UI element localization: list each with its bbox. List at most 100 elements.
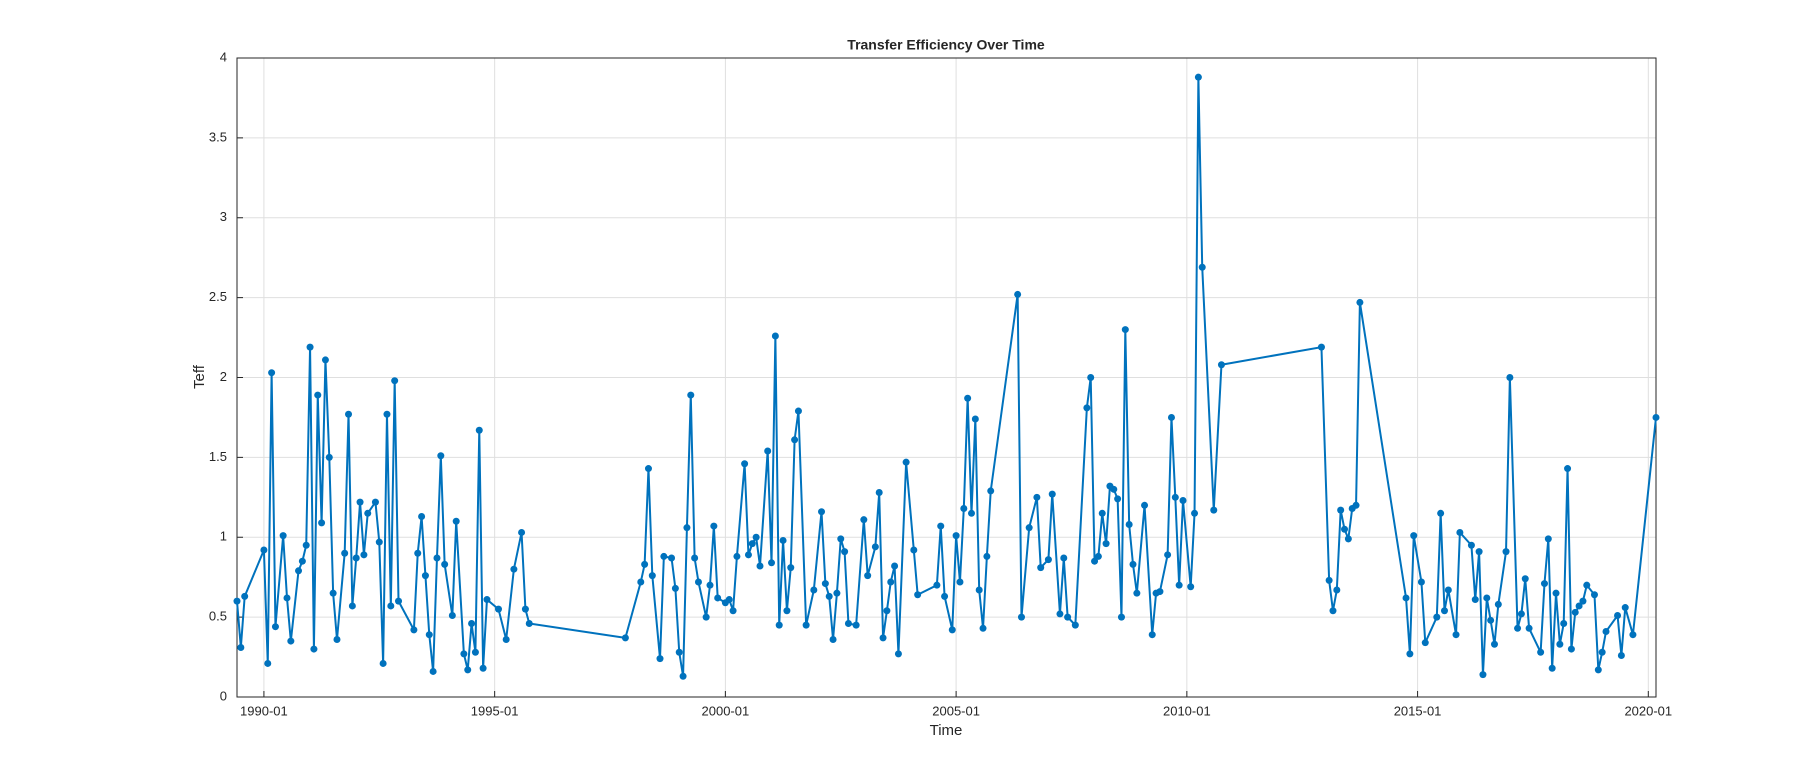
marker bbox=[894, 650, 902, 658]
marker bbox=[641, 560, 649, 568]
marker bbox=[1033, 493, 1041, 501]
marker bbox=[241, 592, 249, 600]
x-tick-label: 2015-01 bbox=[1394, 703, 1442, 718]
marker bbox=[1148, 631, 1156, 639]
marker bbox=[1356, 298, 1364, 306]
marker bbox=[283, 594, 291, 602]
marker bbox=[1552, 589, 1560, 597]
marker bbox=[460, 650, 468, 658]
marker bbox=[1406, 650, 1414, 658]
marker bbox=[1129, 560, 1137, 568]
marker bbox=[1141, 501, 1149, 509]
marker bbox=[952, 532, 960, 540]
marker bbox=[1194, 73, 1202, 81]
marker bbox=[1514, 624, 1522, 632]
marker bbox=[1191, 509, 1199, 517]
marker bbox=[764, 447, 772, 455]
marker bbox=[314, 391, 322, 399]
marker bbox=[825, 592, 833, 600]
y-tick-label: 1 bbox=[220, 529, 227, 544]
marker bbox=[1579, 597, 1587, 605]
marker bbox=[1421, 639, 1429, 647]
marker bbox=[810, 586, 818, 594]
marker bbox=[779, 536, 787, 544]
marker bbox=[279, 532, 287, 540]
marker bbox=[729, 607, 737, 615]
marker bbox=[864, 572, 872, 580]
marker bbox=[525, 620, 533, 628]
marker bbox=[1210, 506, 1218, 514]
marker bbox=[1341, 525, 1349, 533]
marker bbox=[356, 498, 364, 506]
marker bbox=[1556, 640, 1564, 648]
marker bbox=[1479, 671, 1487, 679]
marker bbox=[433, 554, 441, 562]
marker bbox=[964, 394, 972, 402]
marker bbox=[1217, 361, 1225, 369]
marker bbox=[494, 605, 502, 613]
marker bbox=[371, 498, 379, 506]
marker bbox=[379, 659, 387, 667]
marker bbox=[960, 504, 968, 512]
marker bbox=[1014, 290, 1022, 298]
marker bbox=[1171, 493, 1179, 501]
marker bbox=[1544, 535, 1552, 543]
marker bbox=[387, 602, 395, 610]
marker bbox=[1352, 501, 1360, 509]
marker bbox=[325, 453, 333, 461]
x-tick-label: 2010-01 bbox=[1163, 703, 1211, 718]
marker bbox=[1540, 580, 1548, 588]
marker bbox=[1056, 610, 1064, 618]
marker bbox=[1175, 581, 1183, 589]
x-tick-label: 1995-01 bbox=[471, 703, 519, 718]
marker bbox=[933, 581, 941, 589]
marker bbox=[841, 548, 849, 556]
marker bbox=[679, 672, 687, 680]
marker bbox=[521, 605, 529, 613]
marker bbox=[1167, 413, 1175, 421]
marker bbox=[883, 607, 891, 615]
marker bbox=[1517, 610, 1525, 618]
x-tick-label: 2000-01 bbox=[702, 703, 750, 718]
marker bbox=[287, 637, 295, 645]
marker bbox=[1440, 607, 1448, 615]
marker bbox=[787, 564, 795, 572]
marker bbox=[414, 549, 422, 557]
marker bbox=[971, 415, 979, 423]
marker bbox=[983, 552, 991, 560]
marker bbox=[1044, 556, 1052, 564]
marker bbox=[675, 648, 683, 656]
marker bbox=[464, 666, 472, 674]
marker bbox=[833, 589, 841, 597]
marker bbox=[510, 565, 518, 573]
marker bbox=[475, 426, 483, 434]
marker bbox=[694, 578, 702, 586]
marker bbox=[1594, 666, 1602, 674]
marker bbox=[829, 635, 837, 643]
marker bbox=[852, 621, 860, 629]
marker bbox=[441, 560, 449, 568]
marker bbox=[1025, 524, 1033, 532]
marker bbox=[483, 596, 491, 604]
marker bbox=[794, 407, 802, 415]
marker bbox=[329, 589, 337, 597]
marker bbox=[518, 528, 526, 536]
y-axis-label: Teff bbox=[191, 364, 208, 389]
marker bbox=[741, 460, 749, 468]
marker bbox=[871, 543, 879, 551]
marker bbox=[479, 664, 487, 672]
marker bbox=[1617, 651, 1625, 659]
marker bbox=[875, 489, 883, 497]
marker bbox=[987, 487, 995, 495]
marker bbox=[956, 578, 964, 586]
marker bbox=[1333, 586, 1341, 594]
marker bbox=[1487, 616, 1495, 624]
marker bbox=[1329, 607, 1337, 615]
marker bbox=[1102, 540, 1110, 548]
marker bbox=[1494, 600, 1502, 608]
marker bbox=[656, 655, 664, 663]
marker bbox=[1344, 535, 1352, 543]
y-tick-label: 1.5 bbox=[209, 449, 227, 464]
x-tick-label: 2020-01 bbox=[1624, 703, 1672, 718]
